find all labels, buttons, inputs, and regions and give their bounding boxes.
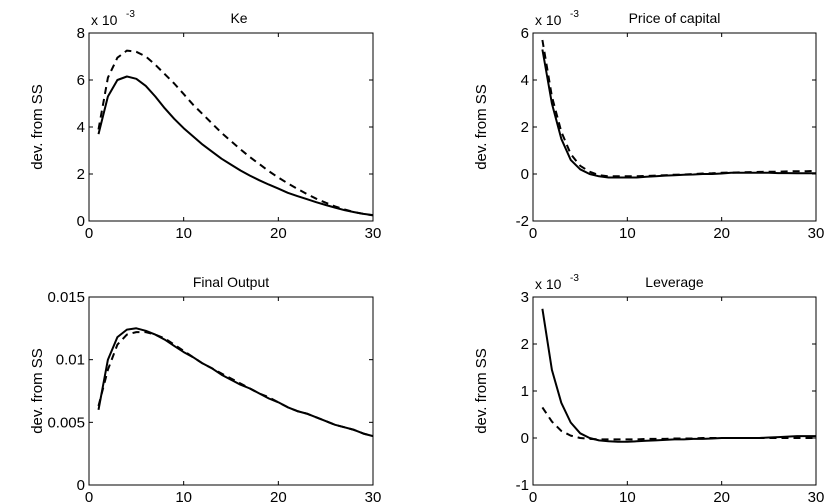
y-tick-label: 4: [521, 72, 529, 89]
x-tick-label: 10: [619, 489, 636, 504]
y-tick-label: 0.005: [47, 414, 85, 431]
y-tick-label: 1: [521, 383, 529, 400]
y-tick-label: 2: [521, 336, 529, 353]
dashed-series-line: [541, 39, 817, 178]
chart-title: Leverage: [645, 274, 704, 290]
y-scale-exponent: -3: [570, 9, 579, 20]
x-tick-label: 20: [713, 489, 730, 504]
chart-title: Price of capital: [629, 10, 721, 26]
y-scale-multiplier: x 10: [535, 276, 562, 292]
x-tick-label: 0: [529, 225, 537, 242]
y-tick-label: 2: [77, 166, 85, 183]
chart-title: Ke: [230, 10, 247, 26]
x-tick-label: 0: [85, 225, 93, 242]
axes-box: [532, 296, 817, 486]
y-axis-label: dev. from SS: [473, 84, 490, 170]
y-tick-label: 6: [77, 72, 85, 89]
y-tick-label: 3: [521, 289, 529, 306]
y-tick-label: 2: [521, 119, 529, 136]
y-tick-label: 6: [521, 25, 529, 42]
dashed-series-line: [541, 406, 816, 441]
x-tick-label: 20: [270, 489, 287, 504]
y-tick-label: 0.015: [47, 289, 85, 306]
y-tick-label: -1: [516, 477, 529, 494]
x-tick-label: 30: [808, 225, 825, 242]
x-tick-label: 10: [175, 225, 192, 242]
y-axis-label: dev. from SS: [29, 84, 46, 170]
y-tick-label: 0: [521, 166, 529, 183]
y-scale-exponent: -3: [126, 9, 135, 20]
x-tick-label: 30: [365, 489, 382, 504]
y-tick-label: 0: [521, 430, 529, 447]
y-tick-label: 4: [77, 119, 85, 136]
y-tick-label: 0: [77, 477, 85, 494]
solid-series-line: [97, 327, 374, 438]
panel-final-output: 0 10 20 30 0 0.005 0.01 0.015 Final Output dev. f…: [29, 274, 381, 504]
axes-box: [532, 32, 817, 222]
x-tick-label: 20: [713, 225, 730, 242]
x-tick-label: 0: [85, 489, 93, 504]
x-tick-label: 30: [808, 489, 825, 504]
axes-box: [88, 296, 374, 486]
y-axis-label: dev. from SS: [473, 348, 490, 434]
solid-series-line: [97, 75, 374, 217]
x-tick-label: 30: [365, 225, 382, 242]
x-tick-label: 10: [619, 225, 636, 242]
x-tick-label: 10: [175, 489, 192, 504]
y-tick-label: 8: [77, 25, 85, 42]
panel-ke: 0 10 20 30 0 2 4 6 8 Ke dev. from SS x 10 -3: [29, 9, 381, 242]
y-axis-label: dev. from SS: [29, 348, 46, 434]
solid-series-line: [541, 308, 816, 443]
x-tick-label: 20: [270, 225, 287, 242]
y-tick-label: -2: [516, 213, 529, 230]
axes-box: [88, 32, 374, 222]
y-tick-label: 0: [77, 213, 85, 230]
y-tick-label: 0.01: [56, 352, 85, 369]
y-scale-multiplier: x 10: [535, 12, 562, 28]
solid-series-line: [541, 49, 816, 179]
x-tick-label: 0: [529, 489, 537, 504]
y-scale-multiplier: x 10: [91, 12, 118, 28]
chart-title: Final Output: [193, 274, 269, 290]
dashed-series-line: [97, 331, 374, 438]
y-scale-exponent: -3: [570, 273, 579, 284]
dashed-series-line: [97, 49, 374, 217]
